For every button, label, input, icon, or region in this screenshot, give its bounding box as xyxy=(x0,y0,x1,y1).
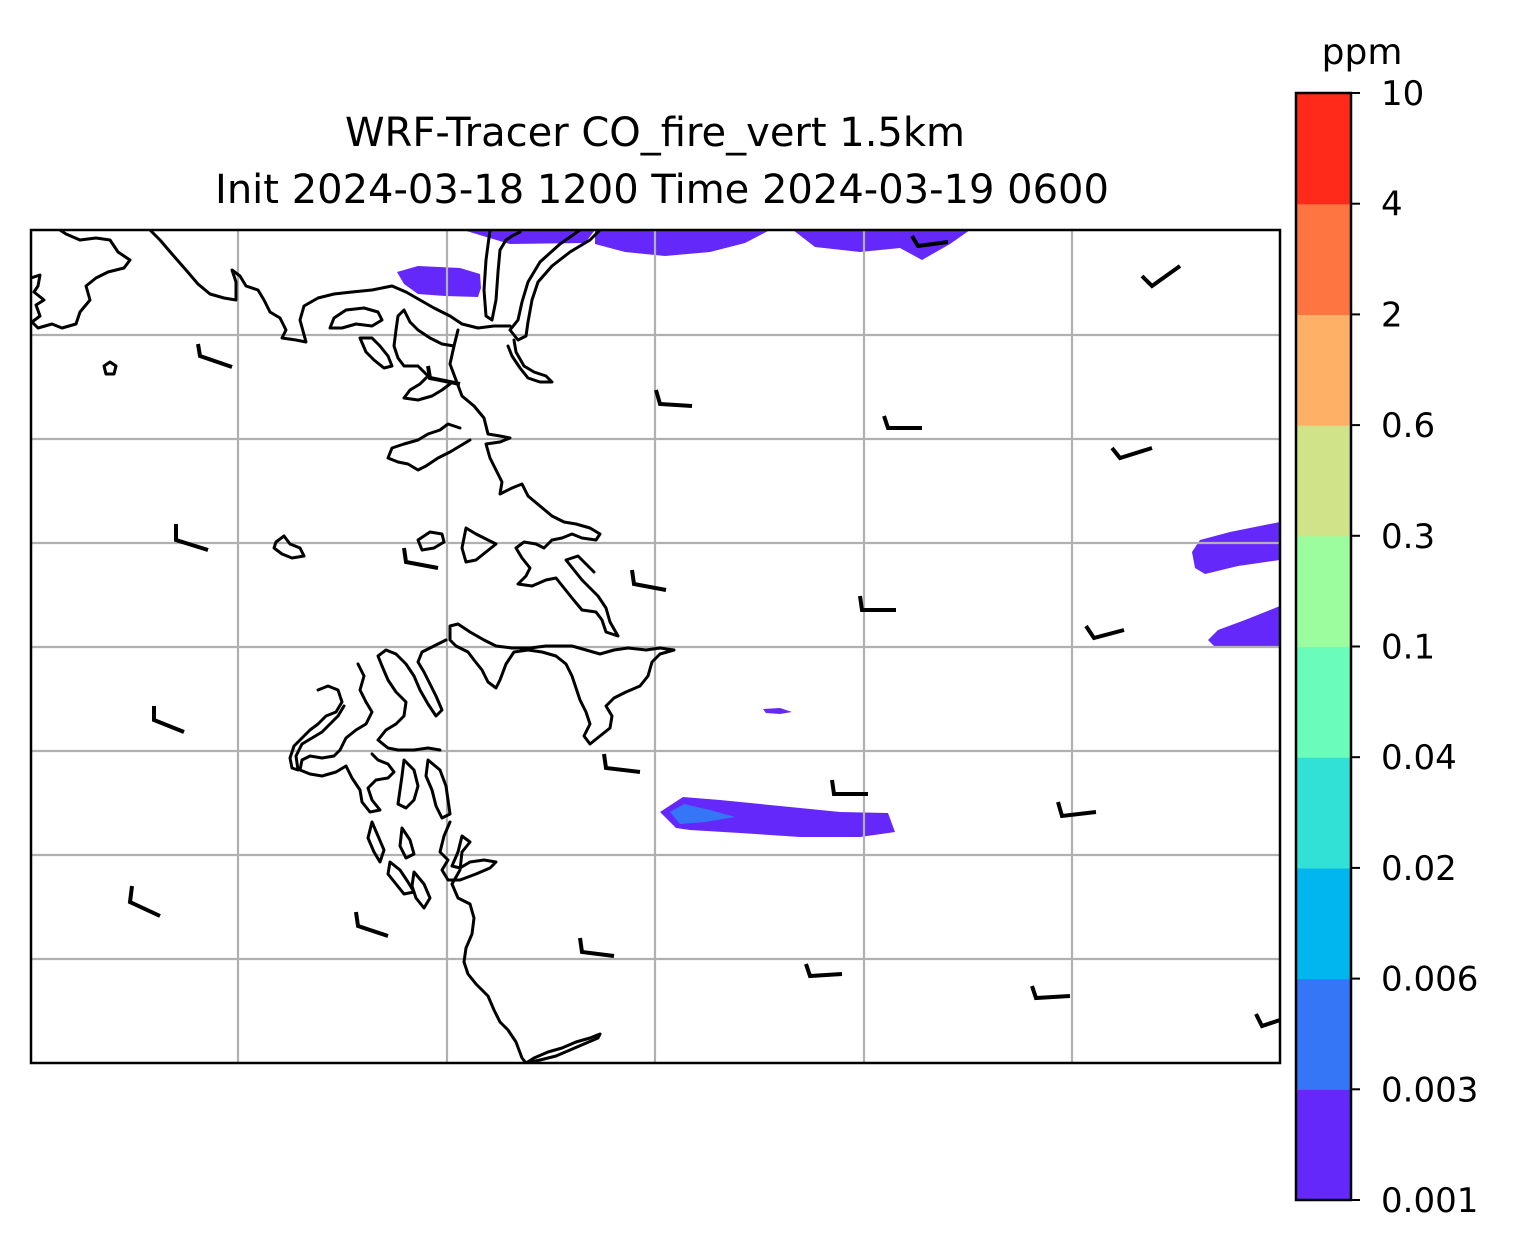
colorbar-band xyxy=(1296,1089,1351,1201)
colorbar-tick-label: 10 xyxy=(1381,74,1424,114)
contour-south-plume xyxy=(660,797,895,837)
colorbar-tick-label: 0.006 xyxy=(1381,960,1478,1000)
colorbar-tick-label: 0.6 xyxy=(1381,406,1435,446)
wind-barb xyxy=(426,365,461,386)
colorbar-bands xyxy=(1296,93,1351,1201)
island-mid-central xyxy=(416,530,446,552)
colorbar: ppm 0.001 0.003 0.006 0.02 0.04 0.1 0.3 0.6 2 4 10 xyxy=(1294,32,1478,1221)
wind-barb xyxy=(882,415,922,430)
wind-barb xyxy=(1140,264,1182,289)
contour-top-left-plume xyxy=(463,230,595,244)
coastline-northwest xyxy=(31,230,132,330)
wind-barb xyxy=(1084,624,1125,641)
wind-barbs xyxy=(127,234,1280,1029)
colorbar-band xyxy=(1296,757,1351,869)
colorbar-band xyxy=(1296,93,1351,205)
island-southwest-2 xyxy=(396,758,420,810)
colorbar-band xyxy=(1296,978,1351,1090)
coastlines xyxy=(31,230,676,1063)
colorbar-tick-label: 2 xyxy=(1381,295,1403,335)
wind-barb xyxy=(174,524,209,552)
wind-barb xyxy=(910,234,949,249)
colorbar-tick-label: 0.003 xyxy=(1381,1070,1478,1110)
colorbar-tick-label: 0.3 xyxy=(1381,517,1435,557)
colorbar-tick-label: 0.1 xyxy=(1381,628,1435,668)
wind-barb xyxy=(858,595,896,612)
wind-barb xyxy=(602,753,641,774)
colorbar-ticks: 0.001 0.003 0.006 0.02 0.04 0.1 0.3 0.6 2 4 10 xyxy=(1351,74,1478,1221)
coastline-southern-fjords xyxy=(376,638,448,752)
wind-barb xyxy=(654,389,693,408)
wind-barb xyxy=(1056,801,1097,819)
coastline-inlet-b xyxy=(508,230,602,342)
island-southwest-3 xyxy=(424,758,452,820)
coastline-south-coast xyxy=(438,820,528,1063)
map-frame xyxy=(29,228,1282,1065)
contour-top-right-plume xyxy=(793,230,970,260)
wind-barb xyxy=(1254,1013,1280,1029)
wind-barb xyxy=(630,569,667,592)
colorbar-band xyxy=(1296,425,1351,537)
colorbar-band xyxy=(1296,203,1351,315)
map-panel xyxy=(29,228,1282,1065)
colorbar-tick-label: 0.001 xyxy=(1381,1181,1478,1221)
wind-barb xyxy=(804,963,843,979)
contour-east-plume-lower xyxy=(1208,606,1280,647)
island-small-west xyxy=(102,360,118,376)
wind-barb xyxy=(127,885,161,918)
wind-barb xyxy=(1110,446,1153,461)
contour-top-center-plume xyxy=(595,230,770,256)
coastline-southern-mainland xyxy=(448,622,676,746)
coastline-channel xyxy=(506,338,554,384)
wind-barb xyxy=(152,706,185,734)
contour-south-plume-core xyxy=(670,804,735,824)
colorbar-band xyxy=(1296,314,1351,426)
wind-barb xyxy=(578,937,615,958)
coastline-spine-west xyxy=(392,308,456,402)
island-mid-west xyxy=(272,534,306,560)
colorbar-tick-label: 0.04 xyxy=(1381,738,1457,778)
colorbar-tick-label: 0.02 xyxy=(1381,849,1457,889)
contour-upper-left-blob xyxy=(397,266,481,297)
wind-barb xyxy=(830,779,868,796)
coastline-southwest-islands xyxy=(298,662,396,814)
coastline-south-tip xyxy=(524,1032,602,1063)
island-south-4 xyxy=(410,870,432,910)
colorbar-band xyxy=(1296,867,1351,980)
coastline-north-shore xyxy=(148,230,512,344)
map-title-line2: Init 2024-03-18 1200 Time 2024-03-19 060… xyxy=(215,167,1109,213)
map-title-line1: WRF-Tracer CO_fire_vert 1.5km xyxy=(345,110,965,156)
wind-barb xyxy=(196,343,233,369)
coastline-main-spine xyxy=(448,328,620,638)
colorbar-unit-label: ppm xyxy=(1322,32,1403,73)
island-north-2 xyxy=(358,336,394,370)
colorbar-tick-label: 4 xyxy=(1381,185,1403,225)
coastline-peninsula xyxy=(460,526,498,564)
wind-barb xyxy=(354,911,389,938)
colorbar-frame xyxy=(1294,91,1353,1202)
island-south-2 xyxy=(386,860,416,896)
island-south-1 xyxy=(366,820,386,864)
coastline-inlet-a xyxy=(482,230,522,322)
colorbar-band xyxy=(1296,535,1351,648)
contour-east-plume-upper xyxy=(1192,522,1280,574)
island-southwest-1 xyxy=(288,684,346,772)
island-south-3 xyxy=(398,826,416,860)
coastline-bay-central xyxy=(386,422,472,472)
contour-small-speck xyxy=(763,708,792,714)
wind-barb xyxy=(1030,985,1071,1001)
tracer-contours xyxy=(397,230,1280,837)
colorbar-band xyxy=(1296,646,1351,758)
wind-barb xyxy=(402,547,439,570)
island-north-1 xyxy=(328,306,384,330)
gridlines xyxy=(31,230,1280,1063)
